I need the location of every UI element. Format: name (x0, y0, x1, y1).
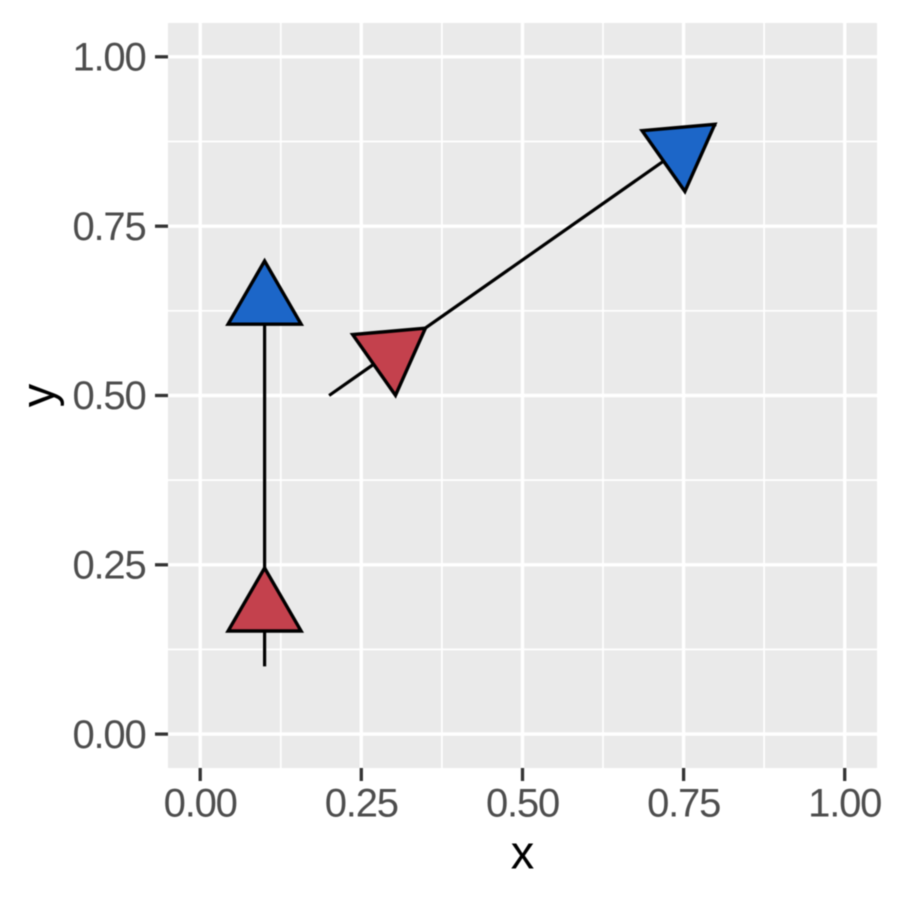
svg-text:0.00: 0.00 (72, 713, 145, 757)
svg-text:0.00: 0.00 (164, 782, 237, 826)
svg-text:0.50: 0.50 (72, 374, 145, 418)
svg-text:0.50: 0.50 (486, 782, 559, 826)
svg-text:0.25: 0.25 (72, 544, 145, 588)
svg-text:1.00: 1.00 (808, 782, 881, 826)
svg-text:1.00: 1.00 (72, 36, 145, 80)
svg-text:0.75: 0.75 (647, 782, 720, 826)
svg-text:0.25: 0.25 (325, 782, 398, 826)
svg-text:x: x (511, 825, 535, 878)
svg-text:0.75: 0.75 (72, 205, 145, 249)
svg-text:y: y (11, 383, 64, 407)
